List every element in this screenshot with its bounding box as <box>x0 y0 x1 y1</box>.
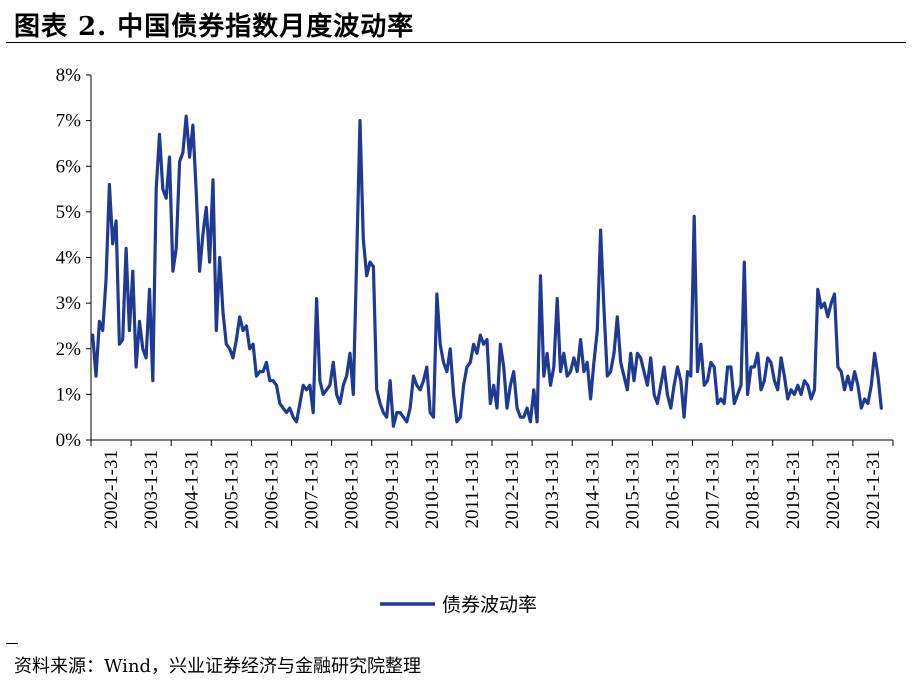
y-tick-label: 3% <box>56 293 82 314</box>
chart-title: 图表 2. 中国债券指数月度波动率 <box>14 12 415 42</box>
x-tick-label: 2005-1-31 <box>221 450 242 529</box>
x-tick-label: 2016-1-31 <box>662 450 683 529</box>
x-tick-label: 2018-1-31 <box>743 450 764 529</box>
x-tick-label: 2020-1-31 <box>823 450 844 529</box>
y-tick-label: 5% <box>56 202 82 223</box>
x-tick-label: 2017-1-31 <box>703 450 724 529</box>
y-tick-label: 4% <box>56 248 82 269</box>
source-note: 资料来源：Wind，兴业证券经济与金融研究院整理 <box>14 656 422 677</box>
x-tick-label: 2011-1-31 <box>462 450 483 528</box>
x-tick-label: 2004-1-31 <box>181 450 202 529</box>
x-tick-label: 2003-1-31 <box>141 450 162 529</box>
y-tick-label: 2% <box>56 339 82 360</box>
footer-divider <box>6 643 18 644</box>
title-divider <box>6 42 906 43</box>
x-tick-label: 2015-1-31 <box>622 450 643 529</box>
y-tick-label: 6% <box>56 156 82 177</box>
x-tick-label: 2021-1-31 <box>863 450 884 529</box>
y-axis: 0% 1% 2% 3% 4% 5% 6% 7% 8% <box>56 65 92 451</box>
x-tick-label: 2006-1-31 <box>261 450 282 529</box>
x-tick-label: 2002-1-31 <box>101 450 122 529</box>
y-tick-label: 0% <box>56 430 82 451</box>
y-tick-label: 8% <box>56 65 82 86</box>
x-tick-label: 2019-1-31 <box>783 450 804 529</box>
x-tick-label: 2010-1-31 <box>422 450 443 529</box>
y-tick-label: 1% <box>56 384 82 405</box>
y-tick-label: 7% <box>56 111 82 132</box>
legend-label: 债券波动率 <box>442 594 537 616</box>
legend: 债券波动率 <box>380 594 537 616</box>
x-tick-label: 2009-1-31 <box>382 450 403 529</box>
x-tick-label: 2008-1-31 <box>342 450 363 529</box>
series-layer <box>91 114 883 428</box>
series-line <box>91 114 883 428</box>
x-tick-label: 2013-1-31 <box>542 450 563 529</box>
x-axis: 2002-1-31 2003-1-31 2004-1-31 2005-1-31 2006… <box>90 439 894 529</box>
x-tick-label: 2014-1-31 <box>582 450 603 529</box>
x-tick-label: 2012-1-31 <box>502 450 523 529</box>
x-tick-label: 2007-1-31 <box>302 450 323 529</box>
